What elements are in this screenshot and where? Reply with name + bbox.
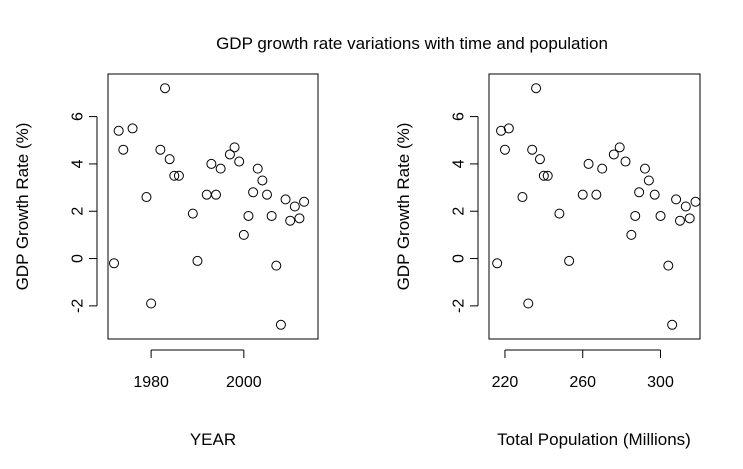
year-data-point — [201, 189, 212, 200]
population-data-point — [503, 123, 514, 134]
population-x-tick-label: 220 — [492, 374, 519, 391]
population-plot-box — [488, 73, 701, 340]
population-data-point — [492, 258, 503, 269]
year-data-point — [160, 83, 171, 94]
population-data-point — [591, 189, 602, 200]
year-data-point — [234, 156, 245, 167]
year-data-point — [285, 215, 296, 226]
year-x-axis-title: YEAR — [190, 430, 236, 449]
population-data-point — [534, 154, 545, 165]
year-data-point — [243, 210, 254, 221]
year-data-point — [192, 255, 203, 266]
population-data-point — [542, 170, 553, 181]
population-data-point — [674, 215, 685, 226]
year-data-point — [257, 175, 268, 186]
population-data-point — [523, 298, 534, 309]
year-data-point — [289, 201, 300, 212]
year-data-point — [169, 170, 180, 181]
population-data-point — [517, 192, 528, 203]
year-data-point — [275, 319, 286, 330]
chart-title: GDP growth rate variations with time and… — [216, 34, 608, 53]
year-data-point — [109, 258, 120, 269]
population-data-point — [583, 158, 594, 169]
year-data-point — [266, 210, 277, 221]
year-data-point — [271, 260, 282, 271]
population-data-point — [564, 255, 575, 266]
population-data-point — [620, 156, 631, 167]
population-y-tick-label: 0 — [451, 254, 468, 263]
year-y-tick-label: 6 — [70, 112, 87, 121]
year-data-point — [173, 170, 184, 181]
year-x-tick-label: 1980 — [133, 374, 169, 391]
year-data-point — [206, 158, 217, 169]
population-data-point — [597, 163, 608, 174]
population-data-point — [680, 201, 691, 212]
population-data-point — [538, 170, 549, 181]
population-data-point — [684, 213, 695, 224]
year-y-tick-label: 0 — [70, 254, 87, 263]
population-data-point — [667, 319, 678, 330]
population-y-axis-title: GDP Growth Rate (%) — [394, 123, 413, 291]
year-data-point — [127, 123, 138, 134]
year-data-point — [280, 194, 291, 205]
population-y-tick-label: 6 — [451, 112, 468, 121]
year-data-point — [262, 189, 273, 200]
year-data-point — [248, 187, 259, 198]
year-y-axis-title: GDP Growth Rate (%) — [13, 123, 32, 291]
year-x-tick-label: 2000 — [226, 374, 262, 391]
population-y-tick-label: 2 — [451, 207, 468, 216]
population-data-point — [634, 187, 645, 198]
population-data-point — [608, 149, 619, 160]
year-data-point — [224, 149, 235, 160]
population-data-point — [649, 189, 660, 200]
year-data-point — [118, 144, 129, 155]
population-data-point — [531, 83, 542, 94]
year-data-point — [187, 208, 198, 219]
year-data-point — [238, 229, 249, 240]
year-data-point — [215, 163, 226, 174]
population-data-point — [655, 210, 666, 221]
year-data-point — [211, 189, 222, 200]
population-data-point — [554, 208, 565, 219]
population-x-tick-label: 300 — [647, 374, 674, 391]
population-y-tick-label: -2 — [451, 299, 468, 313]
panel-year: 1980 2000 -2 0 2 4 6 YEAR GDP Growth Rate (%) — [13, 73, 319, 449]
year-y-tick-label: -2 — [70, 299, 87, 313]
year-data-point — [294, 213, 305, 224]
population-data-point — [626, 229, 637, 240]
year-data-point — [252, 163, 263, 174]
year-data-point — [155, 144, 166, 155]
population-data-point — [527, 144, 538, 155]
population-y-tick-label: 4 — [451, 159, 468, 168]
population-data-point — [577, 189, 588, 200]
panel-population: 220 260 300 -2 0 2 4 6 Total Population (Million… — [394, 73, 701, 449]
population-data-point — [671, 194, 682, 205]
population-x-axis-title: Total Population (Millions) — [497, 430, 691, 449]
year-data-point — [229, 142, 240, 153]
population-data-point — [499, 144, 510, 155]
year-data-point — [141, 192, 152, 203]
year-data-point — [164, 154, 175, 165]
population-data-point — [663, 260, 674, 271]
population-data-point — [496, 125, 507, 136]
year-y-tick-label: 2 — [70, 207, 87, 216]
population-data-point — [630, 210, 641, 221]
year-data-point — [146, 298, 157, 309]
population-data-point — [639, 163, 650, 174]
population-data-point — [614, 142, 625, 153]
population-data-point — [643, 175, 654, 186]
year-data-point — [113, 125, 124, 136]
year-y-tick-label: 4 — [70, 159, 87, 168]
population-data-point — [690, 196, 701, 207]
year-data-point — [299, 196, 310, 207]
year-plot-box — [107, 73, 319, 340]
population-x-tick-label: 260 — [569, 374, 596, 391]
